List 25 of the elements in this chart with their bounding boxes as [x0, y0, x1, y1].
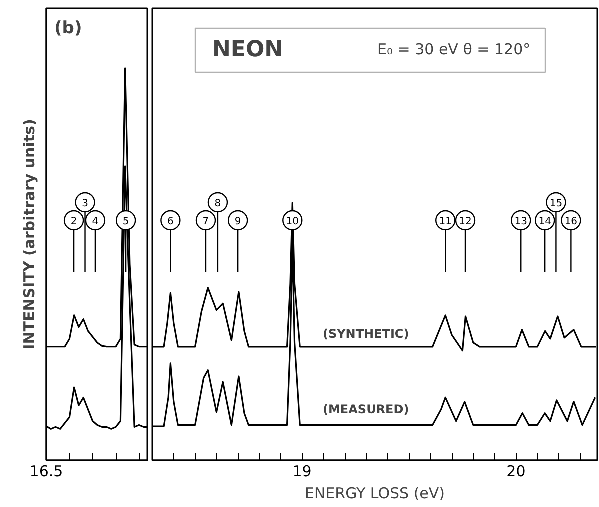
text: 16.5	[30, 462, 64, 480]
annotation: 14	[538, 216, 552, 228]
annotation: 8	[214, 198, 222, 210]
annotation: 10	[286, 216, 300, 228]
annotation: 2	[70, 216, 78, 228]
annotation: 15	[550, 198, 563, 210]
y-axis-title: INTENSITY (arbitrary units)	[20, 119, 38, 350]
annotation: 11	[439, 216, 452, 228]
annotation: 6	[168, 216, 174, 228]
series-label: (MEASURED)	[323, 402, 410, 417]
annotation: 13	[514, 216, 528, 228]
x-tick-label: 20	[506, 462, 526, 480]
chart-subtitle: E₀ = 30 eV θ = 120°	[378, 40, 531, 58]
x-axis-title: ENERGY LOSS (eV)	[304, 484, 446, 502]
annotation: 12	[459, 216, 472, 228]
series-label: (SYNTHETIC)	[322, 326, 410, 341]
annotation: 9	[234, 216, 242, 228]
annotation: 3	[82, 198, 88, 210]
x-tick-label: 19	[292, 462, 312, 480]
annotation: 16	[564, 216, 578, 228]
text: (b)	[54, 18, 82, 38]
chart-title: NEON	[212, 38, 284, 62]
annotation: 5	[122, 216, 130, 228]
annotation: 4	[92, 216, 99, 228]
annotation: 7	[202, 216, 210, 228]
